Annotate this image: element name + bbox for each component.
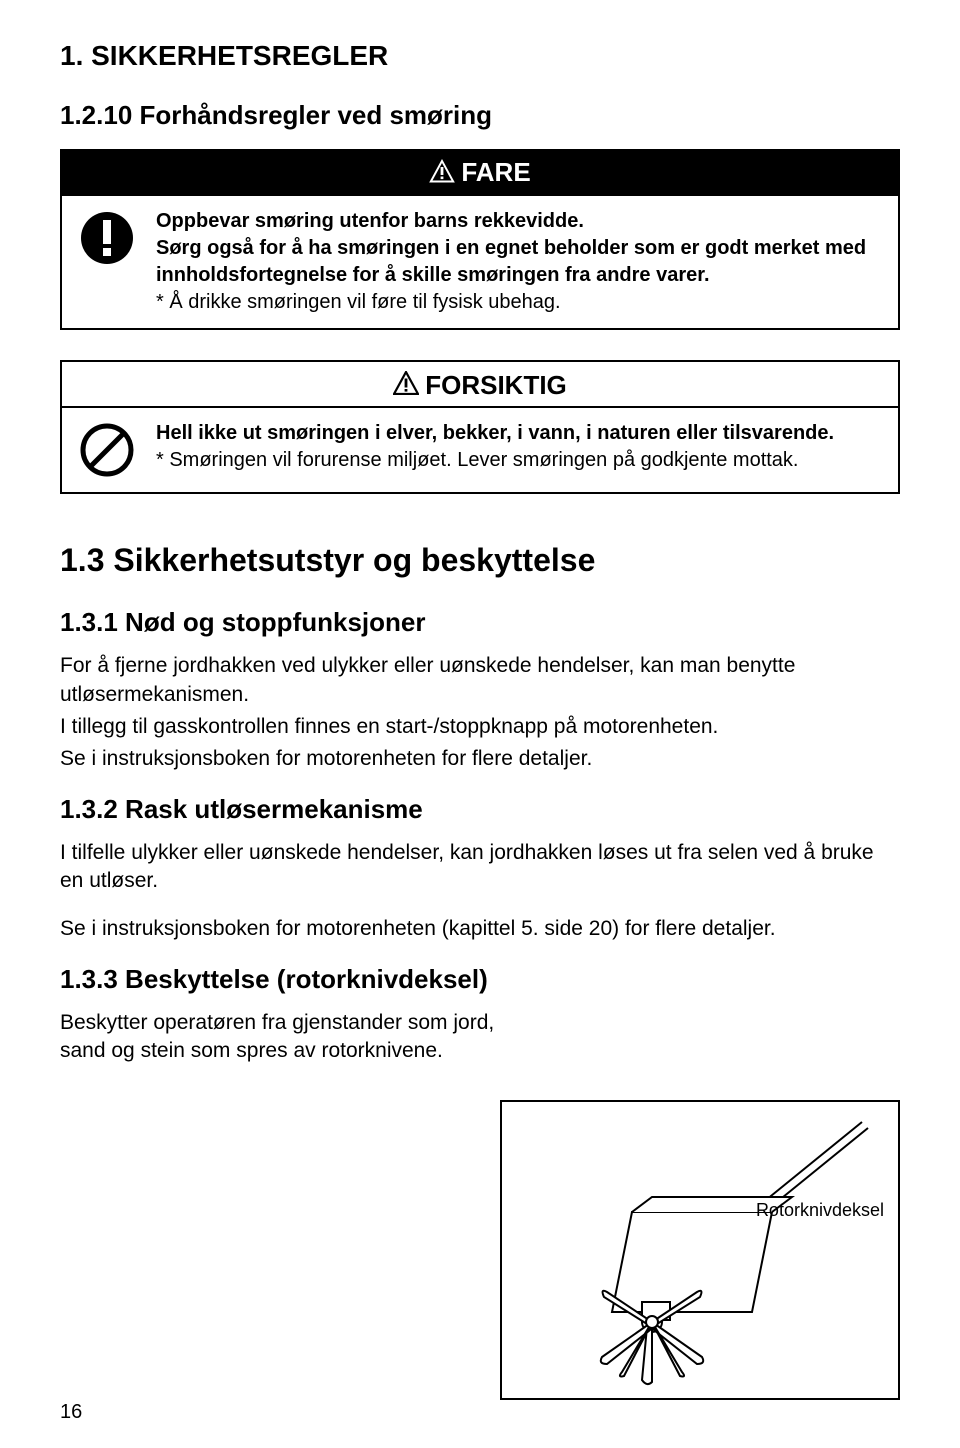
section-1-2-10-heading: 1.2.10 Forhåndsregler ved smøring — [60, 100, 900, 131]
section-1-3-1-body: For å fjerne jordhakken ved ulykker elle… — [60, 652, 900, 773]
forsiktig-text: Hell ikke ut smøringen i elver, bekker, … — [152, 408, 898, 486]
section-1-3-1-heading: 1.3.1 Nød og stoppfunksjoner — [60, 607, 900, 638]
p-1-3-3-a: Beskytter operatøren fra gjenstander som… — [60, 1009, 500, 1066]
page-number: 16 — [60, 1401, 82, 1424]
fare-header-text: FARE — [461, 157, 530, 187]
forsiktig-body: Hell ikke ut smøringen i elver, bekker, … — [62, 406, 898, 492]
section-1-3-2-body2: Se i instruksjonsboken for motorenheten … — [60, 915, 900, 943]
p-1-3-1-a: For å fjerne jordhakken ved ulykker elle… — [60, 652, 900, 709]
section-1-3-2-body: I tilfelle ulykker eller uønskede hendel… — [60, 839, 900, 896]
fare-line3: * Å drikke smøringen vil føre til fysisk… — [156, 289, 884, 316]
section-1-3-3-body: Beskytter operatøren fra gjenstander som… — [60, 1009, 500, 1066]
forsiktig-warning-box: FORSIKTIG Hell ikke ut smøringen i elver… — [60, 360, 900, 495]
p-1-3-2-a: I tilfelle ulykker eller uønskede hendel… — [60, 839, 900, 896]
figure-rotorknivdeksel: Rotorknivdeksel — [500, 1100, 900, 1400]
prohibition-circle-icon — [62, 408, 152, 492]
section-1-3-heading: 1.3 Sikkerhetsutstyr og beskyttelse — [60, 542, 900, 579]
fare-line2: Sørg også for å ha smøringen i en egnet … — [156, 235, 884, 289]
fare-line1: Oppbevar smøring utenfor barns rekkevidd… — [156, 208, 884, 235]
fare-body: Oppbevar smøring utenfor barns rekkevidd… — [62, 196, 898, 328]
forsiktig-line1: Hell ikke ut smøringen i elver, bekker, … — [156, 420, 884, 447]
forsiktig-header: FORSIKTIG — [62, 362, 898, 407]
fare-text: Oppbevar smøring utenfor barns rekkevidd… — [152, 196, 898, 328]
section-1-3-3-heading: 1.3.3 Beskyttelse (rotorknivdeksel) — [60, 964, 900, 995]
forsiktig-line2: * Smøringen vil forurense miljøet. Lever… — [156, 447, 884, 474]
chapter-heading: 1. SIKKERHETSREGLER — [60, 40, 900, 72]
figure-label: Rotorknivdeksel — [756, 1200, 884, 1221]
caution-triangle-icon — [393, 371, 419, 402]
exclamation-circle-icon — [62, 196, 152, 280]
fare-warning-box: FARE Oppbevar smøring utenfor barns rekk… — [60, 149, 900, 330]
p-1-3-1-c: Se i instruksjonsboken for motorenheten … — [60, 745, 900, 773]
forsiktig-header-text: FORSIKTIG — [425, 370, 567, 400]
tiller-illustration-icon — [502, 1102, 898, 1398]
p-1-3-2-b: Se i instruksjonsboken for motorenheten … — [60, 915, 900, 943]
section-1-3-2-heading: 1.3.2 Rask utløsermekanisme — [60, 794, 900, 825]
p-1-3-1-b: I tillegg til gasskontrollen finnes en s… — [60, 713, 900, 741]
fare-header: FARE — [62, 151, 898, 196]
warning-triangle-icon — [429, 159, 455, 190]
